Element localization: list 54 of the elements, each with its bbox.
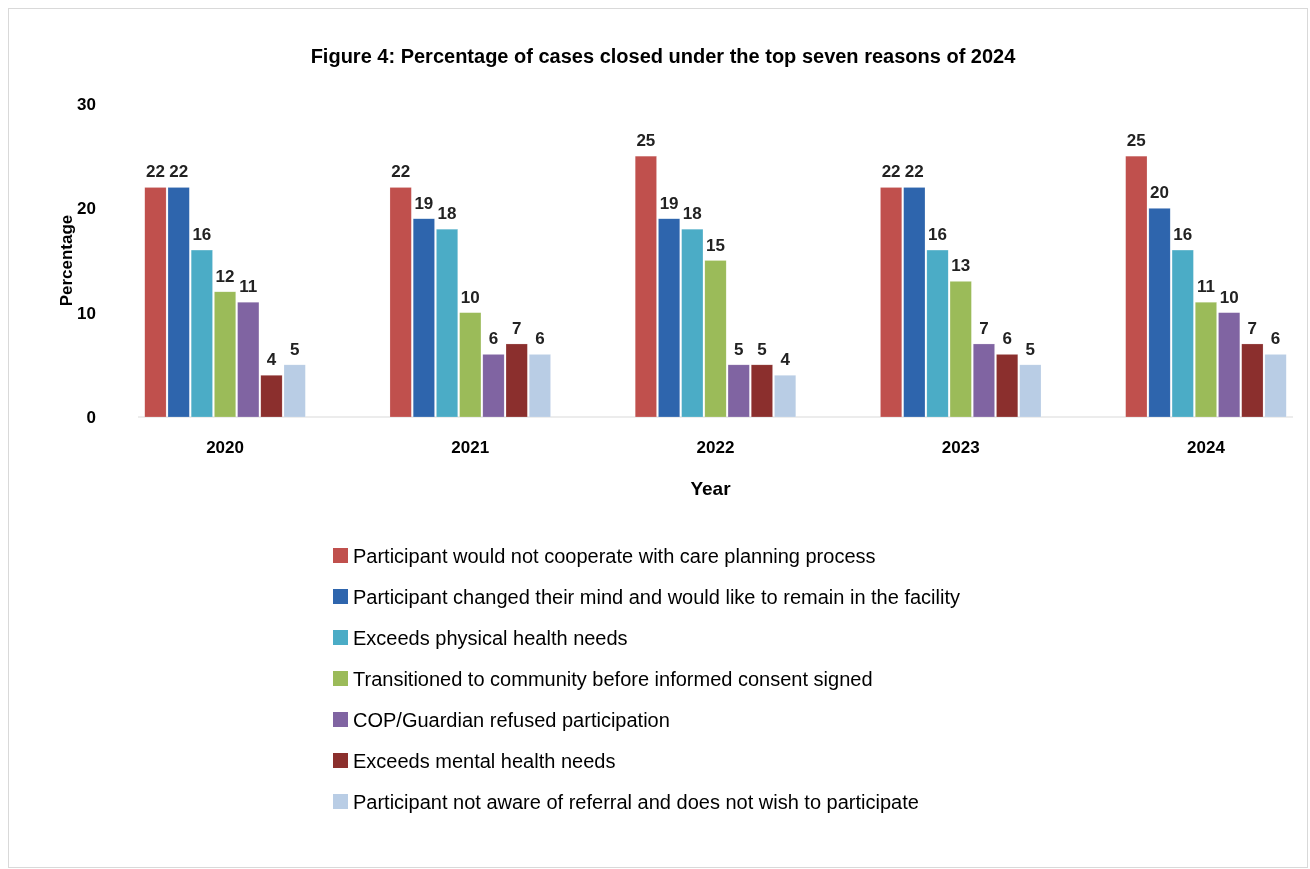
legend-label: Participant would not cooperate with care planning process [353, 545, 876, 567]
data-label: 18 [682, 204, 702, 224]
data-label: 22 [391, 162, 411, 182]
data-label: 22 [145, 162, 165, 182]
x-tick-label: 2020 [206, 438, 244, 457]
y-tick-label: 10 [77, 303, 96, 323]
data-label: 10 [460, 287, 480, 307]
data-label: 5 [1025, 339, 1036, 359]
data-label: 20 [1150, 183, 1169, 203]
y-tick-label: 30 [77, 94, 96, 114]
legend-label: COP/Guardian refused participation [353, 709, 670, 731]
data-label: 22 [169, 162, 189, 182]
data-label: 18 [437, 204, 457, 224]
data-label: 22 [904, 162, 924, 182]
data-label: 4 [780, 350, 791, 370]
data-label: 5 [733, 339, 744, 359]
legend-label: Exceeds mental health needs [353, 750, 616, 772]
y-tick-label: 20 [77, 199, 96, 219]
data-label: 5 [289, 339, 300, 359]
x-tick-label: 2021 [451, 438, 490, 457]
data-label: 7 [979, 318, 989, 338]
x-tick-label: 2023 [941, 438, 980, 457]
legend-label: Exceeds physical health needs [353, 627, 628, 649]
legend-label: Participant not aware of referral and does not wish to participate [353, 791, 919, 813]
data-label: 7 [1247, 318, 1258, 338]
legend-label: Participant changed their mind and would like to remain in the facility [353, 586, 960, 608]
legend-label: Transitioned to community before informed consent signed [353, 668, 873, 690]
x-tick-label: 2024 [1187, 438, 1226, 457]
data-label: 12 [215, 266, 235, 286]
data-label: 15 [706, 235, 725, 255]
data-label: 6 [488, 329, 499, 349]
data-label: 7 [511, 318, 522, 338]
data-label: 16 [928, 225, 947, 245]
data-label: 5 [757, 339, 767, 359]
data-label: 19 [659, 193, 679, 213]
data-label: 6 [1270, 329, 1281, 349]
chart-title: Figure 4: Percentage of cases closed under the top seven reasons of 2024 [310, 45, 1017, 67]
data-label: 22 [881, 162, 901, 182]
y-axis-title: Percentage [57, 214, 76, 307]
y-tick-label: 0 [86, 407, 96, 427]
data-label: 16 [1173, 225, 1193, 245]
data-label: 25 [636, 131, 656, 151]
data-label: 16 [192, 225, 212, 245]
data-label: 19 [414, 193, 434, 213]
data-label: 6 [535, 329, 545, 349]
data-label: 4 [266, 350, 277, 370]
data-label: 10 [1219, 287, 1239, 307]
x-axis-title: Year [690, 478, 732, 499]
data-label: 6 [1002, 329, 1012, 349]
x-tick-label: 2022 [696, 438, 735, 457]
data-label: 11 [239, 277, 258, 297]
data-label: 11 [1196, 277, 1215, 297]
data-label: 25 [1126, 131, 1146, 151]
data-label: 13 [951, 256, 971, 276]
